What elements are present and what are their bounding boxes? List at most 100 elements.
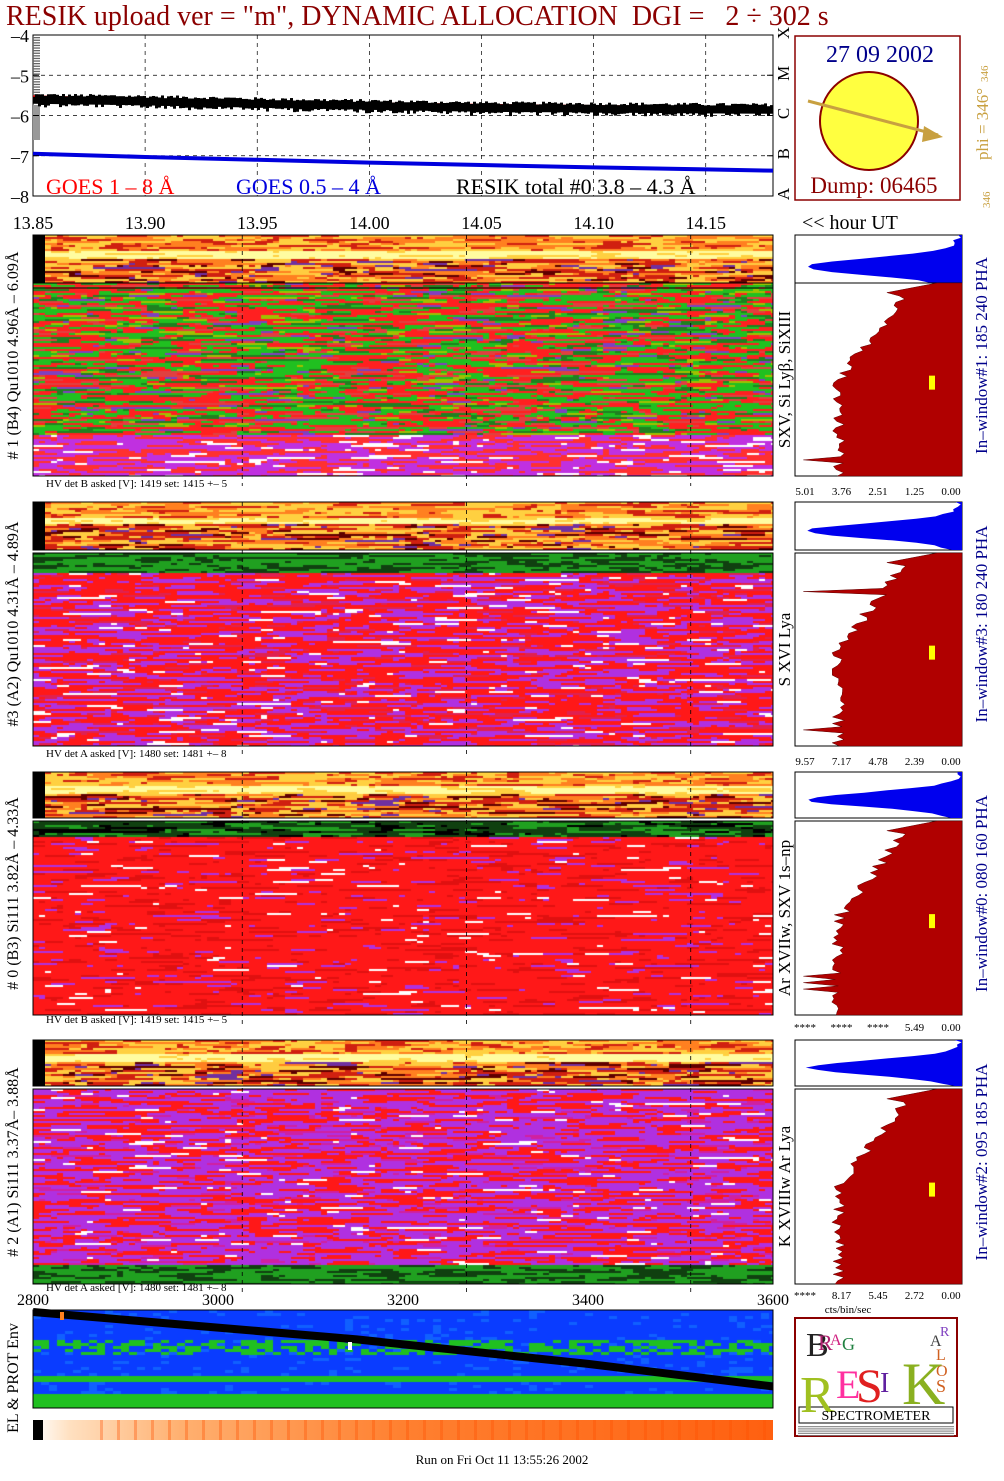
orange-strip-band xyxy=(355,1420,358,1440)
resik-noise-mark xyxy=(656,104,659,115)
resik-noise-mark xyxy=(83,96,86,106)
channel-spectrogram-frame xyxy=(32,552,774,747)
resik-noise-mark xyxy=(41,94,44,105)
pha-hist-top-fill xyxy=(808,772,962,818)
resik-noise-mark xyxy=(134,96,137,106)
scale-strip-tick xyxy=(33,60,40,62)
resik-noise-mark xyxy=(359,99,362,108)
in-window-label: In–window#3: 180 240 PHA xyxy=(972,525,991,723)
resik-noise-mark xyxy=(188,98,191,111)
resik-noise-mark xyxy=(68,94,71,104)
orange-strip-band xyxy=(610,1420,613,1440)
resik-noise-mark xyxy=(422,100,425,112)
orange-strip-band xyxy=(168,1420,171,1440)
resik-noise-mark xyxy=(44,95,47,108)
resik-noise-mark xyxy=(398,100,401,113)
pha-xtick-label: 5.45 xyxy=(868,1290,888,1302)
scale-strip-tick xyxy=(33,70,40,73)
pha-xtick-label: 3.76 xyxy=(832,486,852,498)
resik-noise-mark xyxy=(590,102,593,111)
resik-noise-mark xyxy=(554,102,557,114)
resik-noise-mark xyxy=(239,97,242,108)
resik-noise-mark xyxy=(527,102,530,112)
strip-dark-edge xyxy=(33,772,45,818)
resik-noise-mark xyxy=(476,103,479,113)
time-tick-label: 14.05 xyxy=(461,213,502,233)
channel-top-strip-frame xyxy=(32,1039,774,1087)
resik-noise-mark xyxy=(341,99,344,110)
resik-noise-mark xyxy=(164,98,167,109)
resik-noise-mark xyxy=(107,95,110,104)
resik-noise-mark xyxy=(221,98,224,109)
resik-noise-mark xyxy=(545,103,548,112)
hv-info: HV det A asked [V]: 1480 set: 1481 +– 8 xyxy=(46,1282,227,1294)
strip-dark-edge xyxy=(33,502,45,550)
resik-noise-mark xyxy=(290,98,293,108)
resik-noise-mark xyxy=(137,95,140,106)
resik-noise-mark xyxy=(401,101,404,113)
logo-letter: G xyxy=(842,1334,855,1354)
spectral-lines-label: Ar XVIIw, SXV 1s–np xyxy=(775,840,794,996)
resik-noise-mark xyxy=(608,102,611,114)
scale-strip-tick xyxy=(33,44,40,47)
orange-strip-band xyxy=(763,1420,766,1440)
resik-noise-mark xyxy=(200,98,203,110)
pha-xtick-label: **** xyxy=(831,1022,853,1034)
resik-noise-mark xyxy=(365,101,368,114)
channel-spectrogram-frame xyxy=(32,820,774,1016)
resik-noise-mark xyxy=(485,101,488,113)
channel-top-strip-frame xyxy=(32,501,774,551)
resik-noise-mark xyxy=(254,97,257,109)
resik-noise-mark xyxy=(362,100,365,111)
pha-window-marker xyxy=(929,914,935,929)
spectral-lines-label: SXV, Si Lyβ, SiXIII xyxy=(775,311,794,449)
scale-strip-tick xyxy=(33,89,40,91)
resik-noise-mark xyxy=(530,102,533,113)
pha-xtick-label: 8.17 xyxy=(832,1290,852,1302)
channel-label: # 1 (B4) Qu1010 4.96Å – 6.09Å xyxy=(4,251,22,459)
resik-noise-mark xyxy=(632,103,635,116)
resik-noise-mark xyxy=(71,95,74,106)
resik-noise-mark xyxy=(473,101,476,113)
resik-noise-mark xyxy=(110,95,113,105)
resik-noise-mark xyxy=(326,101,329,112)
resik-noise-mark xyxy=(89,94,92,104)
orange-strip-band xyxy=(270,1420,273,1440)
resik-noise-mark xyxy=(425,100,428,110)
channel-spectrogram-frame xyxy=(32,282,774,477)
resik-noise-mark xyxy=(380,101,383,113)
resik-noise-mark xyxy=(47,94,50,106)
resik-noise-mark xyxy=(242,98,245,110)
resik-noise-mark xyxy=(581,104,584,114)
resik-noise-mark xyxy=(203,97,206,108)
orange-strip-band xyxy=(440,1420,443,1440)
channel-spectrogram-image xyxy=(33,1089,773,1284)
resik-noise-mark xyxy=(371,100,374,113)
orange-strip-band xyxy=(712,1420,715,1440)
goes-ytick-label: –4 xyxy=(10,26,29,46)
orange-strip-band xyxy=(134,1420,137,1440)
orange-strip-band xyxy=(576,1420,579,1440)
resik-noise-mark xyxy=(752,103,755,114)
resik-noise-mark xyxy=(287,100,290,110)
resik-noise-mark xyxy=(251,99,254,110)
in-window-label: In–window#1: 185 240 PHA xyxy=(972,256,991,454)
resik-noise-mark xyxy=(734,103,737,115)
pha-x-unit: cts/bin/sec xyxy=(825,1304,872,1316)
logo-fineprint-line xyxy=(798,1427,954,1429)
resik-noise-mark xyxy=(503,101,506,112)
resik-noise-mark xyxy=(62,94,65,106)
phi-small-label-bottom: 346 xyxy=(981,191,993,208)
resik-noise-mark xyxy=(56,94,59,104)
resik-noise-mark xyxy=(95,95,98,108)
phi-label: phi = 346° xyxy=(973,88,992,160)
resik-noise-mark xyxy=(53,94,56,103)
resik-noise-mark xyxy=(461,102,464,112)
resik-noise-mark xyxy=(548,101,551,112)
pha-xtick-label: 0.00 xyxy=(941,486,961,498)
resik-noise-mark xyxy=(659,103,662,113)
time-tick-label: 13.95 xyxy=(237,213,278,233)
orange-strip-band xyxy=(746,1420,749,1440)
goes-ytick-label: –8 xyxy=(10,187,29,207)
pha-hist-main-fill xyxy=(803,282,963,477)
